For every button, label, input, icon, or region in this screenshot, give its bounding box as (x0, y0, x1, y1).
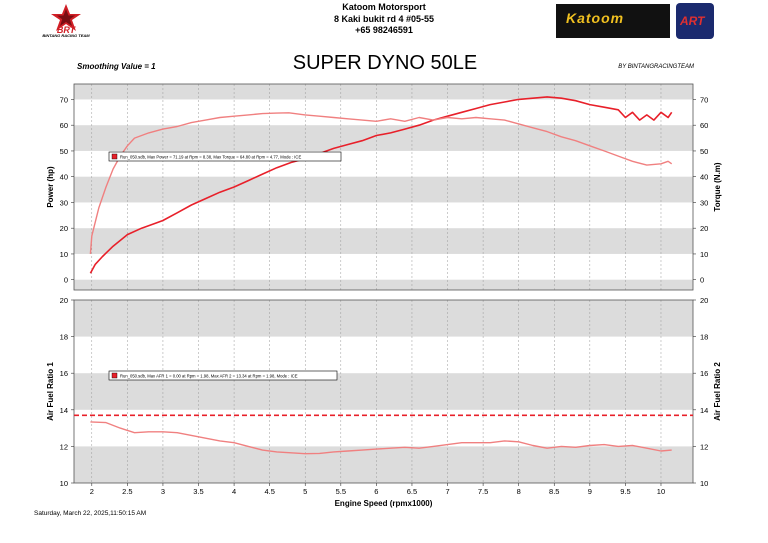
bottom-legend-swatch (111, 372, 118, 379)
bottom-series-afr-2-line (90, 421, 672, 455)
top-y2label: Torque (N.m) (713, 162, 722, 212)
bottom-y2tick-label: 18 (700, 333, 708, 342)
art-logo: ART (676, 3, 714, 39)
katoom-logo-text: Katoom (566, 10, 625, 26)
top-plot-frame (73, 83, 694, 291)
byline: BY BINTANGRACINGTEAM (618, 64, 694, 70)
xtick-label: 3 (161, 487, 165, 496)
top-ytick-label: 20 (60, 224, 68, 233)
xtick-label: 3.5 (193, 487, 203, 496)
top-y2tick-label: 10 (700, 250, 708, 259)
bottom-plot-frame (73, 299, 694, 484)
xtick-label: 4.5 (264, 487, 274, 496)
top-legend-swatch (111, 153, 118, 160)
top-y2tick-label: 70 (700, 95, 708, 104)
xtick-label: 7.5 (478, 487, 488, 496)
xtick-label: 5.5 (336, 487, 346, 496)
bottom-y2tick-label: 10 (700, 479, 708, 488)
top-series-power-line (89, 96, 673, 274)
report-timestamp: Saturday, March 22, 2025,11:50:15 AM (34, 510, 147, 517)
top-y2tick-label: 40 (700, 173, 708, 182)
top-grid-band (74, 228, 693, 254)
top-y2tick-label: 50 (700, 147, 708, 156)
bottom-ytick-label: 20 (60, 296, 68, 305)
bottom-y2tick-label: 14 (700, 406, 708, 415)
top-ytick-label: 40 (60, 173, 68, 182)
bottom-y2label: Air Fuel Ratio 2 (713, 362, 722, 421)
bottom-grid-band (74, 300, 693, 337)
top-grid-band (74, 279, 693, 290)
xtick-label: 9.5 (620, 487, 630, 496)
bottom-ytick-label: 10 (60, 479, 68, 488)
bottom-ylabel: Air Fuel Ratio 1 (46, 362, 55, 421)
top-ytick-label: 30 (60, 198, 68, 207)
bottom-y2tick-label: 20 (700, 296, 708, 305)
bottom-ytick-label: 12 (60, 442, 68, 451)
top-grid-band (74, 84, 693, 100)
top-ytick-label: 10 (60, 250, 68, 259)
art-logo-text: ART (680, 14, 705, 28)
xlabel: Engine Speed (rpmx1000) (335, 499, 433, 508)
report-header: BRT BINTANG RACING TEAM Katoom Motorspor… (0, 0, 768, 50)
top-ytick-label: 0 (64, 276, 68, 285)
bottom-ytick-label: 18 (60, 333, 68, 342)
xtick-label: 6 (374, 487, 378, 496)
top-grid-band (74, 176, 693, 203)
xtick-label: 8.5 (549, 487, 559, 496)
left-logo-tagline: BINTANG RACING TEAM (42, 33, 90, 38)
company-name: Katoom Motorsport (342, 2, 426, 12)
bottom-legend-box (108, 370, 338, 381)
bottom-legend-text: Run_050.sdb, Max AFR 1 = 0.00 at Rpm = 1… (120, 374, 298, 379)
top-legend-text: Run_050.sdb, Max Power = 71.19 at Rpm = … (120, 155, 301, 160)
xtick-label: 7 (445, 487, 449, 496)
company-info: Katoom Motorsport 8 Kaki bukit rd 4 #05-… (300, 2, 468, 37)
xtick-label: 2.5 (122, 487, 132, 496)
xtick-label: 10 (657, 487, 665, 496)
top-ytick-label: 60 (60, 121, 68, 130)
bottom-ytick-label: 16 (60, 369, 68, 378)
company-phone: +65 98246591 (355, 25, 413, 35)
top-y2tick-label: 60 (700, 121, 708, 130)
bottom-y2tick-label: 12 (700, 442, 708, 451)
top-y2tick-label: 30 (700, 198, 708, 207)
bintang-racing-team-logo: BRT BINTANG RACING TEAM (34, 3, 98, 43)
bottom-grid-band (74, 446, 693, 483)
xtick-label: 6.5 (407, 487, 417, 496)
top-y2tick-label: 20 (700, 224, 708, 233)
top-ylabel: Power (hp) (46, 166, 55, 208)
top-series-torque-line (89, 112, 673, 254)
company-address: 8 Kaki bukit rd 4 #05-55 (333, 13, 435, 24)
top-ytick-label: 50 (60, 147, 68, 156)
top-y2tick-label: 0 (700, 276, 704, 285)
top-ytick-label: 70 (60, 95, 68, 104)
xtick-label: 2 (90, 487, 94, 496)
chart-title: SUPER DYNO 50LE (292, 52, 478, 74)
xtick-label: 9 (588, 487, 592, 496)
xtick-label: 5 (303, 487, 307, 496)
bottom-ytick-label: 14 (60, 406, 68, 415)
smoothing-label: Smoothing Value = 1 (77, 62, 156, 71)
svg-text:BRT: BRT (57, 25, 77, 35)
top-legend-box (108, 151, 342, 162)
xtick-label: 4 (232, 487, 236, 496)
bottom-y2tick-label: 16 (700, 369, 708, 378)
xtick-label: 8 (517, 487, 521, 496)
katoom-logo: Katoom (556, 4, 670, 38)
